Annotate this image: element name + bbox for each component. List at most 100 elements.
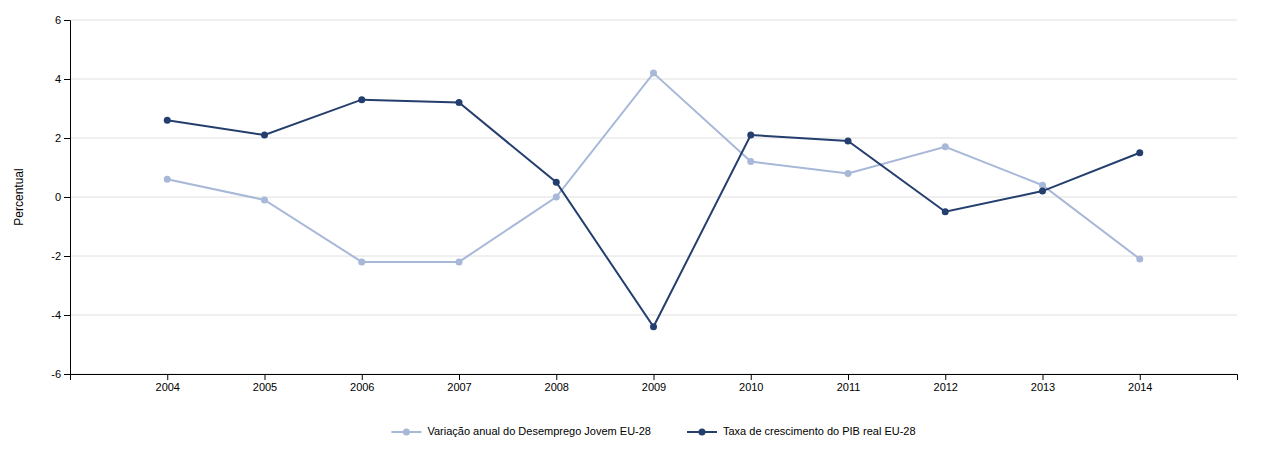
y-tick-label: 4 — [55, 73, 61, 85]
x-tick-mark — [362, 374, 363, 380]
legend: Variação anual do Desemprego Jovem EU-28… — [391, 425, 915, 437]
x-tick: 2010 — [739, 374, 763, 393]
legend-item: Variação anual do Desemprego Jovem EU-28 — [391, 425, 651, 437]
grid-line — [70, 138, 1237, 139]
x-tick-mark — [556, 374, 557, 380]
point — [261, 196, 268, 203]
point — [650, 70, 657, 77]
y-tick-label: -4 — [51, 309, 61, 321]
point — [650, 323, 657, 330]
y-tick: -6 — [51, 368, 70, 380]
x-tick: 2014 — [1128, 374, 1152, 393]
point — [164, 117, 171, 124]
x-tick-label: 2010 — [739, 381, 763, 393]
x-tick-label: 2006 — [350, 381, 374, 393]
point — [845, 137, 852, 144]
y-tick: -4 — [51, 309, 70, 321]
x-tick: 2005 — [253, 374, 277, 393]
point — [1136, 149, 1143, 156]
y-tick-mark — [64, 79, 70, 80]
point — [553, 194, 560, 201]
x-tick-mark — [1140, 374, 1141, 380]
point — [553, 179, 560, 186]
grid-line — [70, 256, 1237, 257]
y-axis-line — [64, 21, 71, 375]
y-tick-label: 2 — [55, 132, 61, 144]
point — [164, 176, 171, 183]
y-tick: -2 — [51, 250, 70, 262]
x-axis-line — [71, 375, 1238, 381]
point — [261, 132, 268, 139]
x-tick-mark — [848, 374, 849, 380]
point — [456, 258, 463, 265]
x-axis: 2004 2005 2006 2007 2008 2009 2010 2011 2012 2013… — [71, 374, 1238, 393]
point — [942, 208, 949, 215]
legend-label: Taxa de crescimento do PIB real EU-28 — [723, 425, 916, 437]
point — [747, 132, 754, 139]
x-tick-mark — [167, 374, 168, 380]
x-tick: 2013 — [1031, 374, 1055, 393]
x-tick-label: 2013 — [1031, 381, 1055, 393]
series-group — [164, 70, 1144, 331]
x-tick: 2008 — [545, 374, 569, 393]
legend-marker — [403, 429, 410, 436]
point — [1039, 188, 1046, 195]
x-tick: 2006 — [350, 374, 374, 393]
x-tick-label: 2011 — [837, 381, 861, 393]
x-tick-mark — [654, 374, 655, 380]
point — [1136, 255, 1143, 262]
grid — [70, 20, 1237, 374]
x-tick-label: 2009 — [642, 381, 666, 393]
x-tick-mark — [265, 374, 266, 380]
y-tick-mark — [64, 197, 70, 198]
y-tick-mark — [64, 256, 70, 257]
x-tick-mark — [459, 374, 460, 380]
legend-label: Variação anual do Desemprego Jovem EU-28 — [427, 425, 651, 437]
y-tick-mark — [64, 374, 70, 375]
point — [358, 96, 365, 103]
y-tick-label: 6 — [55, 14, 61, 26]
x-tick-mark — [945, 374, 946, 380]
series-line — [167, 73, 1140, 262]
grid-line — [70, 20, 1237, 21]
point — [358, 258, 365, 265]
y-tick-label: -2 — [51, 250, 61, 262]
x-tick: 2004 — [156, 374, 180, 393]
y-tick-label: 0 — [55, 191, 61, 203]
legend-item: Taxa de crescimento do PIB real EU-28 — [687, 425, 916, 437]
x-tick-label: 2005 — [253, 381, 277, 393]
chart: -6-4-20246200420052006200720082009201020… — [0, 0, 1267, 454]
y-tick: 2 — [55, 132, 70, 144]
point — [456, 99, 463, 106]
point — [747, 158, 754, 165]
series — [164, 96, 1144, 330]
x-tick-mark — [751, 374, 752, 380]
x-tick: 2007 — [447, 374, 471, 393]
x-tick: 2009 — [642, 374, 666, 393]
x-tick-label: 2004 — [156, 381, 180, 393]
y-axis-title: Percentual — [12, 168, 26, 225]
x-tick: 2012 — [934, 374, 958, 393]
x-tick-label: 2014 — [1128, 381, 1152, 393]
x-tick-mark — [1043, 374, 1044, 380]
x-tick: 2011 — [837, 374, 861, 393]
x-tick-label: 2007 — [447, 381, 471, 393]
y-tick-label: -6 — [51, 368, 61, 380]
point — [942, 143, 949, 150]
y-tick: 6 — [55, 14, 70, 26]
point — [845, 170, 852, 177]
grid-line — [70, 315, 1237, 316]
x-tick-label: 2012 — [934, 381, 958, 393]
y-tick-mark — [64, 138, 70, 139]
grid-line — [70, 79, 1237, 80]
y-tick: 4 — [55, 73, 70, 85]
y-tick: 0 — [55, 191, 70, 203]
series-line — [167, 100, 1140, 327]
y-axis: -6 -4 -2 0 2 4 6 — [51, 14, 70, 380]
y-tick-mark — [64, 315, 70, 316]
series — [164, 70, 1144, 266]
y-tick-mark — [64, 20, 70, 21]
x-tick-label: 2008 — [545, 381, 569, 393]
plot-area: -6-4-20246200420052006200720082009201020… — [51, 14, 1237, 393]
legend-marker — [699, 429, 706, 436]
